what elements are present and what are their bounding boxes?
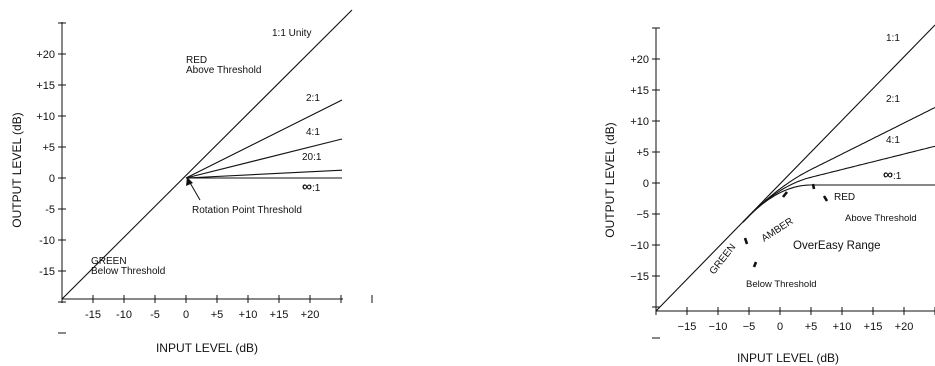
left-label-unity: 1:1 Unity bbox=[272, 28, 311, 39]
left-green-label: GREEN bbox=[91, 256, 127, 267]
left-curve-1 bbox=[185, 99, 343, 179]
right-x-tick-label: +5 bbox=[805, 321, 818, 333]
right-x-tick-label: −15 bbox=[678, 321, 697, 333]
right-y-tick-label: +20 bbox=[630, 54, 649, 66]
left-y-tick-label: +5 bbox=[42, 142, 55, 154]
right-overeasy-range-label: OverEasy Range bbox=[793, 240, 881, 252]
left-diagram-hard-knee: +20 +15 +10 +5 0 -5 -10 -15 -15 -10 -5 0 +5 +10 +15 +20… bbox=[10, 9, 373, 355]
right-curve-2 bbox=[742, 145, 935, 223]
right-y-tick-label: +10 bbox=[630, 116, 649, 128]
left-curves bbox=[61, 9, 353, 300]
right-curves bbox=[655, 24, 935, 312]
right-x-tick-label: +20 bbox=[895, 321, 914, 333]
arrowhead-icon bbox=[186, 177, 193, 186]
left-label-2-1: 2:1 bbox=[306, 93, 320, 104]
left-curve-3 bbox=[185, 169, 343, 179]
left-curve-2 bbox=[185, 138, 343, 179]
infinity-icon: ∞ bbox=[302, 178, 312, 194]
left-y-tick-label: -15 bbox=[39, 266, 55, 278]
left-x-tick-label: -15 bbox=[85, 309, 101, 321]
left-below-threshold-label: Below Threshold bbox=[91, 266, 165, 277]
left-x-axis-title: INPUT LEVEL (dB) bbox=[156, 341, 258, 355]
right-above-threshold-label: Above Threshold bbox=[845, 213, 917, 224]
right-x-tick-label: −10 bbox=[709, 321, 728, 333]
left-y-tick-label: -5 bbox=[45, 204, 55, 216]
right-curve-3 bbox=[742, 184, 935, 223]
left-y-tick-label: +10 bbox=[36, 111, 55, 123]
right-x-tick-label: +15 bbox=[864, 321, 883, 333]
infinity-icon: ∞ bbox=[883, 166, 893, 182]
left-label-inf-1: ∞:1 bbox=[302, 178, 321, 194]
right-y-tick-label: +15 bbox=[630, 85, 649, 97]
left-red-label: RED bbox=[186, 55, 207, 66]
left-x-tick-label: +5 bbox=[211, 309, 224, 321]
left-y-tick-label: 0 bbox=[49, 173, 55, 185]
right-red-label: RED bbox=[834, 192, 855, 203]
right-label-1-1: 1:1 bbox=[886, 33, 900, 44]
left-x-tick-label: +10 bbox=[239, 309, 258, 321]
right-y-tick-label: 0 bbox=[643, 178, 649, 190]
right-y-tick-label: −10 bbox=[630, 240, 649, 252]
right-curve-1 bbox=[742, 107, 935, 223]
right-curve-unity bbox=[655, 24, 935, 312]
right-x-tick-label: +10 bbox=[833, 321, 852, 333]
left-y-tick-label: -10 bbox=[39, 235, 55, 247]
right-diagram-overeasy: +20+15+10+50−5−10−15−15 −10 −5 0 +5 +10 +15 +20… bbox=[603, 24, 935, 365]
right-y-tick-label: −15 bbox=[630, 271, 649, 283]
right-x-tick-label: 0 bbox=[777, 321, 783, 333]
left-x-tick-label: -5 bbox=[150, 309, 160, 321]
left-x-tick-label: +20 bbox=[301, 309, 320, 321]
left-above-threshold-label: Above Threshold bbox=[186, 65, 261, 76]
left-label-4-1: 4:1 bbox=[306, 127, 320, 138]
right-green-label: GREEN bbox=[708, 242, 739, 277]
right-label-inf-1: ∞:1 bbox=[883, 166, 902, 182]
right-below-threshold-label: Below Threshold bbox=[746, 279, 817, 290]
left-rotation-point-label: Rotation Point Threshold bbox=[192, 205, 302, 216]
knee-zone-dividers bbox=[743, 183, 829, 268]
left-x-tick-label: 0 bbox=[183, 309, 189, 321]
right-x-tick-label: −5 bbox=[743, 321, 756, 333]
right-label-2-1: 2:1 bbox=[886, 94, 900, 105]
right-ticks: +20 +15 +10 +5 0 −5 −10 −15 −15 −10 −5 0 +5 +10 +15 +20 bbox=[630, 27, 935, 339]
right-y-tick-label: −5 bbox=[636, 209, 649, 221]
right-amber-label: AMBER bbox=[760, 216, 796, 245]
left-label-20-1: 20:1 bbox=[302, 152, 322, 163]
left-y-tick-label: +15 bbox=[36, 80, 55, 92]
left-x-tick-label: +15 bbox=[270, 309, 289, 321]
left-curve-unity bbox=[61, 9, 353, 300]
right-x-axis-title: INPUT LEVEL (dB) bbox=[737, 351, 839, 365]
right-label-4-1: 4:1 bbox=[886, 135, 900, 146]
right-y-tick-label: +5 bbox=[636, 147, 649, 159]
left-y-tick-label: +20 bbox=[36, 49, 55, 61]
left-x-tick-label: -10 bbox=[116, 309, 132, 321]
rotation-point-arrow bbox=[186, 177, 201, 201]
right-y-axis-title: OUTPUT LEVEL (dB) bbox=[603, 122, 617, 237]
left-y-axis-title: OUTPUT LEVEL (dB) bbox=[10, 112, 24, 227]
